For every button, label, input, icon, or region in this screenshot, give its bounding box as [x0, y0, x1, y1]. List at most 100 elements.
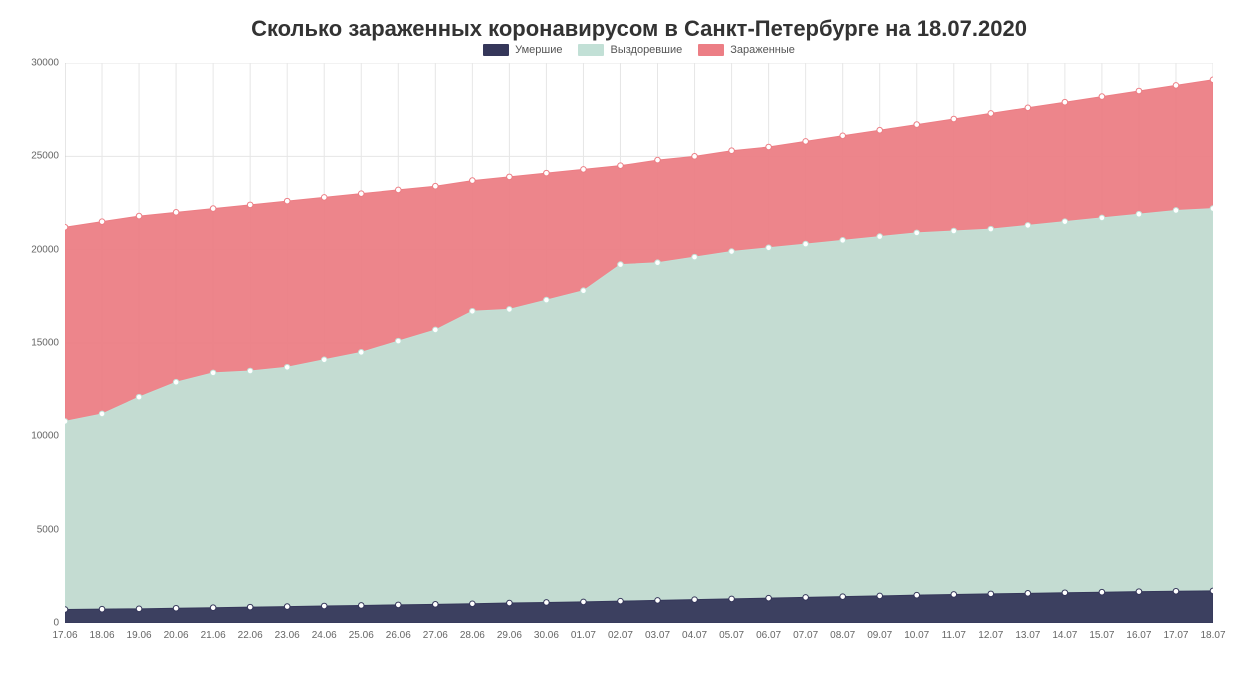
data-point-marker[interactable]	[914, 230, 920, 236]
data-point-marker[interactable]	[210, 370, 216, 376]
data-point-marker[interactable]	[729, 249, 735, 255]
data-point-marker[interactable]	[395, 338, 401, 344]
data-point-marker[interactable]	[618, 163, 624, 169]
data-point-marker[interactable]	[766, 595, 772, 601]
data-point-marker[interactable]	[655, 598, 661, 604]
data-point-marker[interactable]	[544, 297, 550, 303]
data-point-marker[interactable]	[618, 262, 624, 268]
data-point-marker[interactable]	[173, 379, 179, 385]
data-point-marker[interactable]	[988, 226, 994, 232]
data-point-marker[interactable]	[284, 198, 290, 204]
data-point-marker[interactable]	[544, 600, 550, 606]
data-point-marker[interactable]	[358, 350, 364, 356]
data-point-marker[interactable]	[395, 602, 401, 608]
data-point-marker[interactable]	[173, 605, 179, 611]
data-point-marker[interactable]	[358, 191, 364, 197]
data-point-marker[interactable]	[358, 603, 364, 609]
legend-item[interactable]: Зараженные	[698, 44, 795, 56]
legend-item[interactable]: Выздоревшие	[578, 44, 682, 56]
data-point-marker[interactable]	[766, 144, 772, 150]
data-point-marker[interactable]	[433, 327, 439, 333]
data-point-marker[interactable]	[210, 206, 216, 212]
data-point-marker[interactable]	[433, 183, 439, 189]
data-point-marker[interactable]	[692, 154, 698, 160]
data-point-marker[interactable]	[321, 603, 327, 609]
data-point-marker[interactable]	[136, 213, 142, 219]
data-point-marker[interactable]	[1062, 99, 1068, 105]
data-point-marker[interactable]	[1173, 208, 1179, 214]
data-point-marker[interactable]	[1099, 215, 1105, 221]
data-point-marker[interactable]	[840, 238, 846, 244]
data-point-marker[interactable]	[840, 133, 846, 139]
data-point-marker[interactable]	[581, 599, 587, 605]
data-point-marker[interactable]	[507, 600, 513, 606]
data-point-marker[interactable]	[618, 598, 624, 604]
legend-item[interactable]: Умершие	[483, 44, 562, 56]
data-point-marker[interactable]	[1025, 223, 1031, 229]
data-point-marker[interactable]	[136, 394, 142, 400]
data-point-marker[interactable]	[99, 219, 105, 225]
data-point-marker[interactable]	[655, 157, 661, 163]
data-point-marker[interactable]	[1210, 206, 1213, 212]
data-point-marker[interactable]	[507, 307, 513, 313]
data-point-marker[interactable]	[914, 592, 920, 598]
data-point-marker[interactable]	[729, 596, 735, 602]
data-point-marker[interactable]	[951, 116, 957, 122]
data-point-marker[interactable]	[951, 228, 957, 234]
data-point-marker[interactable]	[321, 195, 327, 201]
data-point-marker[interactable]	[1099, 94, 1105, 100]
data-point-marker[interactable]	[877, 127, 883, 133]
data-point-marker[interactable]	[247, 604, 253, 610]
data-point-marker[interactable]	[766, 245, 772, 251]
data-point-marker[interactable]	[99, 411, 105, 417]
data-point-marker[interactable]	[581, 167, 587, 173]
data-point-marker[interactable]	[581, 288, 587, 294]
data-point-marker[interactable]	[136, 606, 142, 612]
data-point-marker[interactable]	[470, 178, 476, 184]
data-point-marker[interactable]	[65, 224, 68, 230]
data-point-marker[interactable]	[803, 241, 809, 247]
data-point-marker[interactable]	[988, 591, 994, 597]
data-point-marker[interactable]	[1136, 211, 1142, 217]
data-point-marker[interactable]	[433, 602, 439, 608]
data-point-marker[interactable]	[247, 368, 253, 374]
data-point-marker[interactable]	[655, 260, 661, 266]
data-point-marker[interactable]	[1062, 590, 1068, 596]
data-point-marker[interactable]	[65, 607, 68, 613]
data-point-marker[interactable]	[803, 595, 809, 601]
data-point-marker[interactable]	[321, 357, 327, 363]
data-point-marker[interactable]	[65, 419, 68, 425]
data-point-marker[interactable]	[877, 593, 883, 599]
data-point-marker[interactable]	[173, 210, 179, 216]
data-point-marker[interactable]	[470, 308, 476, 314]
data-point-marker[interactable]	[914, 122, 920, 128]
data-point-marker[interactable]	[1025, 591, 1031, 597]
data-point-marker[interactable]	[210, 605, 216, 611]
data-point-marker[interactable]	[1173, 588, 1179, 594]
data-point-marker[interactable]	[99, 606, 105, 612]
data-point-marker[interactable]	[803, 139, 809, 145]
data-point-marker[interactable]	[1025, 105, 1031, 111]
data-point-marker[interactable]	[988, 111, 994, 117]
data-point-marker[interactable]	[1210, 588, 1213, 594]
data-point-marker[interactable]	[1062, 219, 1068, 225]
data-point-marker[interactable]	[692, 597, 698, 603]
data-point-marker[interactable]	[1136, 589, 1142, 595]
data-point-marker[interactable]	[470, 601, 476, 607]
data-point-marker[interactable]	[1173, 83, 1179, 89]
data-point-marker[interactable]	[247, 202, 253, 208]
data-point-marker[interactable]	[840, 594, 846, 600]
data-point-marker[interactable]	[507, 174, 513, 180]
data-point-marker[interactable]	[1099, 589, 1105, 595]
data-point-marker[interactable]	[395, 187, 401, 193]
data-point-marker[interactable]	[877, 234, 883, 240]
data-point-marker[interactable]	[1210, 77, 1213, 83]
data-point-marker[interactable]	[284, 364, 290, 370]
data-point-marker[interactable]	[284, 604, 290, 610]
data-point-marker[interactable]	[951, 592, 957, 598]
data-point-marker[interactable]	[729, 148, 735, 154]
data-point-marker[interactable]	[544, 170, 550, 176]
x-tick-label: 29.06	[497, 630, 522, 641]
data-point-marker[interactable]	[692, 254, 698, 260]
data-point-marker[interactable]	[1136, 88, 1142, 94]
